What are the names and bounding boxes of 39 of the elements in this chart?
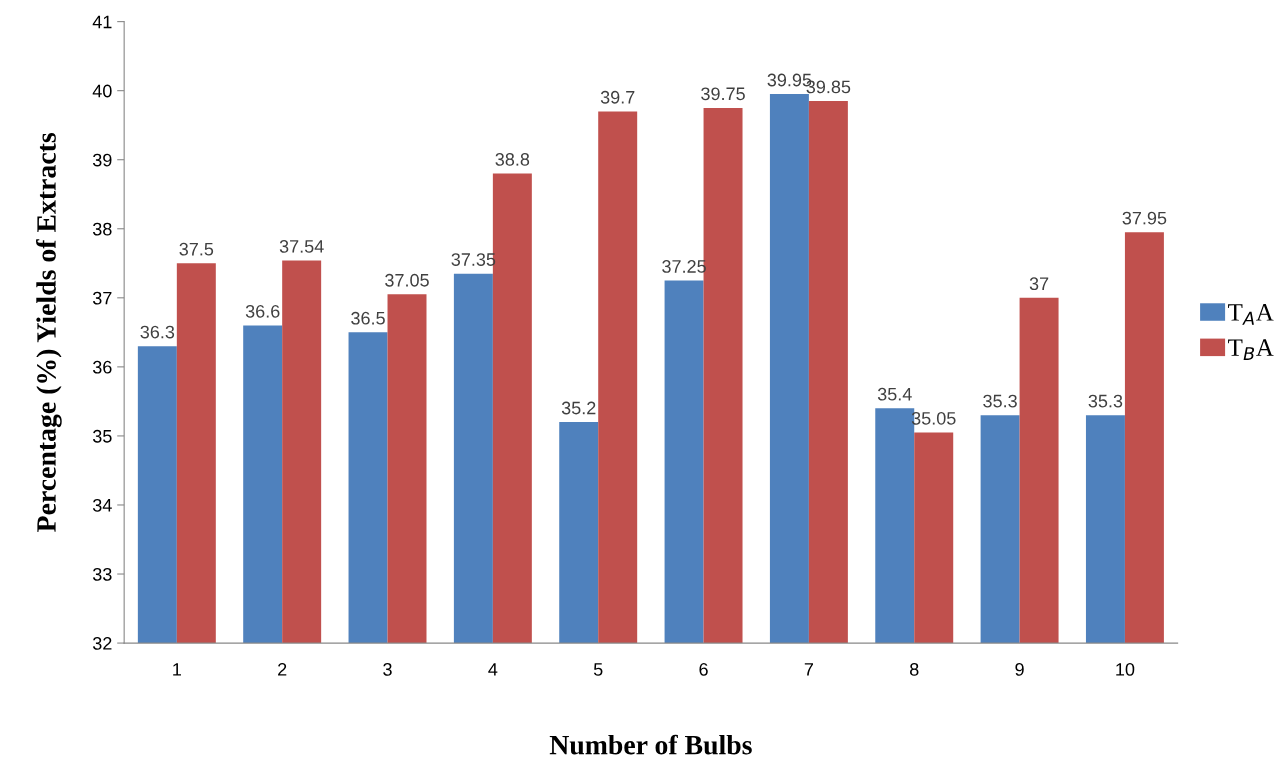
y-tick-label: 32 xyxy=(92,637,112,650)
x-tick-label: 2 xyxy=(278,663,287,676)
legend-label: T$_{A}$A xyxy=(1228,304,1274,325)
data-label: 38.8 xyxy=(495,153,530,166)
x-tick-label: 3 xyxy=(383,663,392,676)
data-label: 36.5 xyxy=(351,311,385,325)
x-tick-label: 7 xyxy=(804,663,814,676)
x-tick-label: 10 xyxy=(1116,663,1135,676)
x-tick-label: 4 xyxy=(488,663,498,676)
y-tick-label: 38 xyxy=(92,222,112,236)
y-tick-label: 35 xyxy=(92,429,112,443)
data-label: 37 xyxy=(1029,277,1049,291)
y-tick-label: 39 xyxy=(92,153,112,167)
x-axis-title: Number of Bulbs xyxy=(549,734,752,755)
data-label: 35.3 xyxy=(1088,394,1123,408)
data-label: 37.95 xyxy=(1122,211,1167,225)
y-tick-label: 41 xyxy=(92,15,112,29)
legend-label: T$_{B}$A xyxy=(1228,339,1274,360)
data-label: 36.3 xyxy=(140,325,175,339)
data-label: 39.7 xyxy=(600,90,635,104)
data-label: 36.6 xyxy=(245,304,280,318)
x-tick-label: 1 xyxy=(173,663,181,676)
data-label: 35.3 xyxy=(983,394,1017,408)
x-tick-label: 8 xyxy=(910,663,919,676)
x-tick-label: 6 xyxy=(699,663,708,676)
data-label: 39.75 xyxy=(701,87,745,101)
y-tick-label: 40 xyxy=(92,84,112,98)
y-tick-label: 34 xyxy=(92,498,112,512)
data-label: 37.54 xyxy=(279,240,324,253)
y-tick-label: 37 xyxy=(92,291,112,305)
data-label: 35.4 xyxy=(877,387,912,401)
y-tick-label: 33 xyxy=(92,567,112,581)
data-label: 37.5 xyxy=(179,242,214,256)
y-axis-title: Percentage (%) Yields of Extracts xyxy=(36,132,62,532)
data-label: 37.05 xyxy=(385,273,429,287)
x-tick-label: 5 xyxy=(593,663,603,676)
x-tick-label: 9 xyxy=(1015,663,1024,676)
y-tick-label: 36 xyxy=(92,360,112,374)
data-label: 35.2 xyxy=(561,401,596,415)
